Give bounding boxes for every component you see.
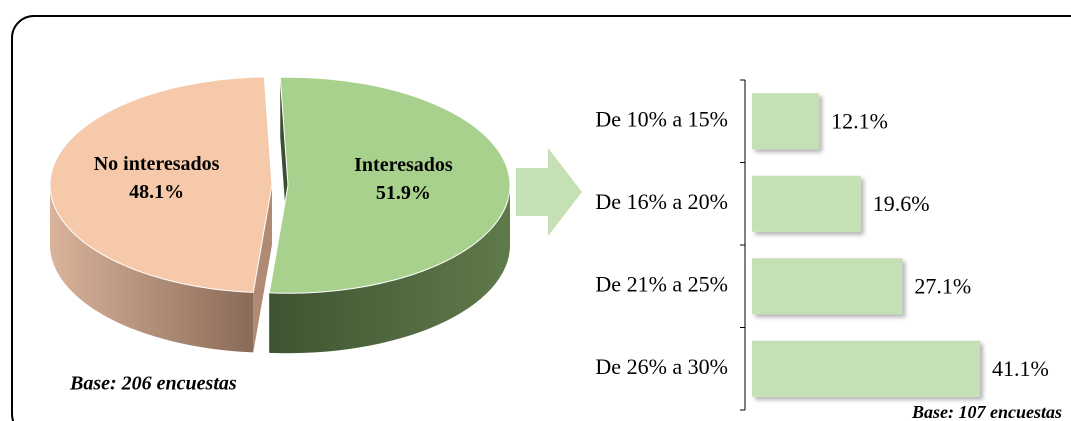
bar bbox=[752, 340, 980, 397]
category-label: De 26% a 30% bbox=[595, 354, 728, 379]
pie-side bbox=[269, 185, 510, 354]
category-label: De 21% a 25% bbox=[595, 271, 728, 296]
pie-slice bbox=[268, 76, 511, 294]
bar-chart: De 10% a 15% 12.1% De 16% a 20% 19.6% De 21%… bbox=[595, 79, 1049, 411]
bar bbox=[752, 175, 861, 232]
category-label: De 16% a 20% bbox=[595, 189, 728, 214]
slice-label: No interesados bbox=[94, 153, 220, 175]
slice-value: 48.1% bbox=[129, 181, 184, 203]
value-label: 27.1% bbox=[914, 273, 971, 298]
pie-slice bbox=[49, 76, 273, 293]
value-label: 41.1% bbox=[992, 356, 1049, 381]
slice-label: Interesados bbox=[354, 154, 453, 176]
annotation: Base: 107 encuestas bbox=[911, 402, 1062, 421]
pie: No interesados 48.1% Interesados 51.9% bbox=[49, 76, 511, 354]
pie-side bbox=[50, 184, 254, 353]
value-label: 19.6% bbox=[873, 191, 930, 216]
annotation: Base: 206 encuestas bbox=[69, 373, 237, 395]
arrow bbox=[516, 148, 582, 236]
bar bbox=[752, 93, 820, 150]
slice-value: 51.9% bbox=[376, 182, 431, 204]
value-label: 12.1% bbox=[831, 108, 888, 133]
frame bbox=[11, 15, 1071, 421]
category-label: De 10% a 15% bbox=[595, 106, 728, 131]
bar bbox=[752, 258, 903, 315]
pie-side bbox=[253, 184, 273, 353]
